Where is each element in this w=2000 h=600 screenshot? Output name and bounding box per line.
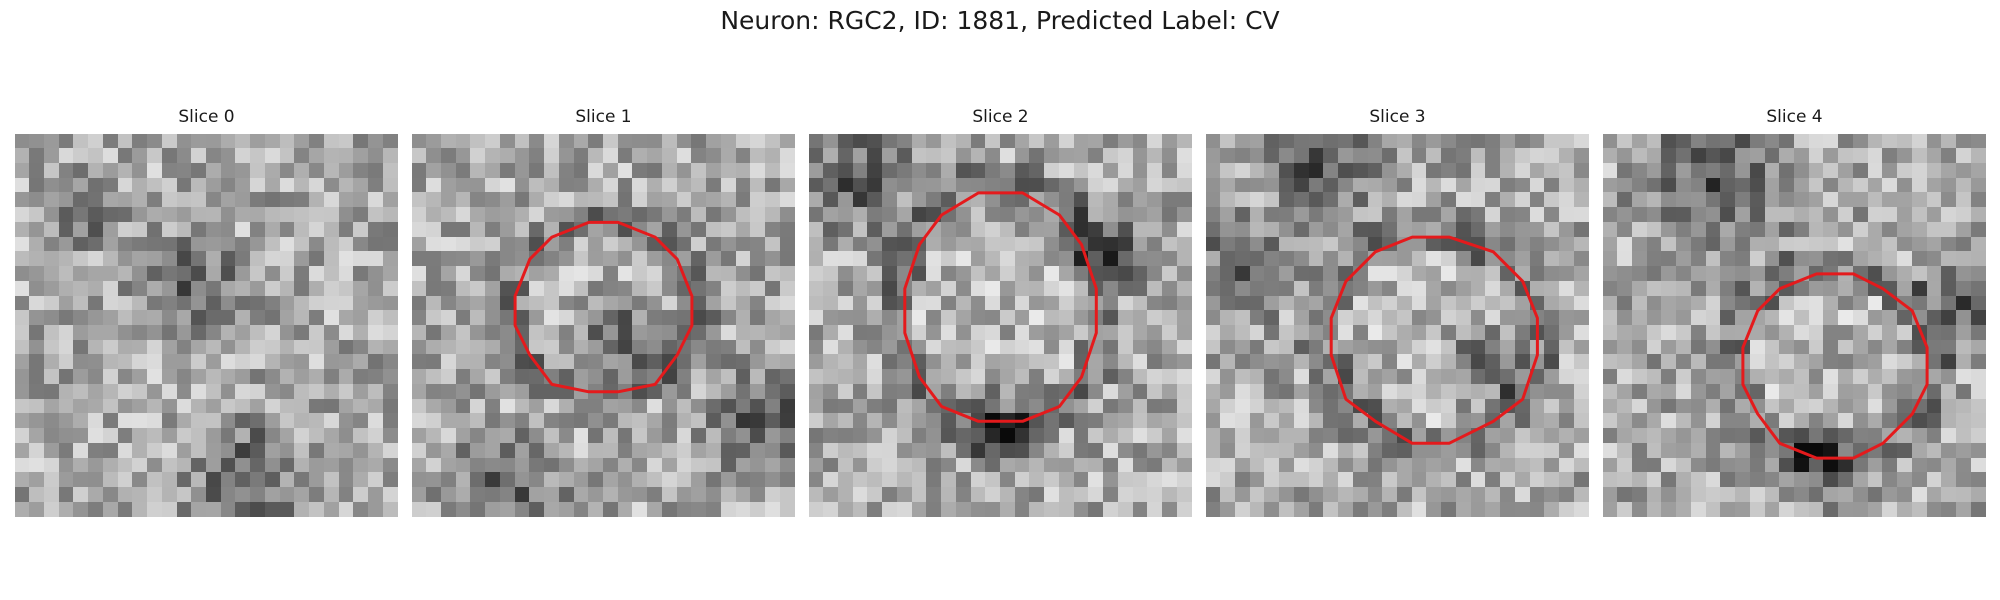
- slice-title-2: Slice 2: [972, 107, 1029, 127]
- figure-title: Neuron: RGC2, ID: 1881, Predicted Label:…: [720, 6, 1280, 35]
- slice-contour-layer-0: [15, 134, 398, 517]
- slice-image-2: [809, 134, 1192, 517]
- slice-image-1: [412, 134, 795, 517]
- slice-contour-layer-1: [513, 220, 694, 394]
- segmentation-contour-4: [1741, 272, 1929, 460]
- slice-panel-2: Slice 2: [809, 106, 1192, 517]
- slice-title-1: Slice 1: [575, 107, 632, 127]
- slice-contour-layer-4: [1741, 272, 1929, 460]
- slice-contour-layer-3: [1329, 235, 1539, 445]
- slice-panel-1: Slice 1: [412, 106, 795, 517]
- slice-panel-4: Slice 4: [1603, 106, 1986, 517]
- slice-image-4: [1603, 134, 1986, 517]
- slice-contour-layer-2: [903, 191, 1098, 423]
- slice-image-3: [1206, 134, 1589, 517]
- slice-title-0: Slice 0: [178, 107, 235, 127]
- slice-title-4: Slice 4: [1766, 107, 1823, 127]
- slice-title-3: Slice 3: [1369, 107, 1426, 127]
- segmentation-contour-2: [903, 191, 1098, 423]
- segmentation-contour-3: [1329, 235, 1539, 445]
- segmentation-contour-1: [513, 220, 694, 394]
- slice-panel-3: Slice 3: [1206, 106, 1589, 517]
- slice-panel-0: Slice 0: [15, 106, 398, 517]
- slice-image-0: [15, 134, 398, 517]
